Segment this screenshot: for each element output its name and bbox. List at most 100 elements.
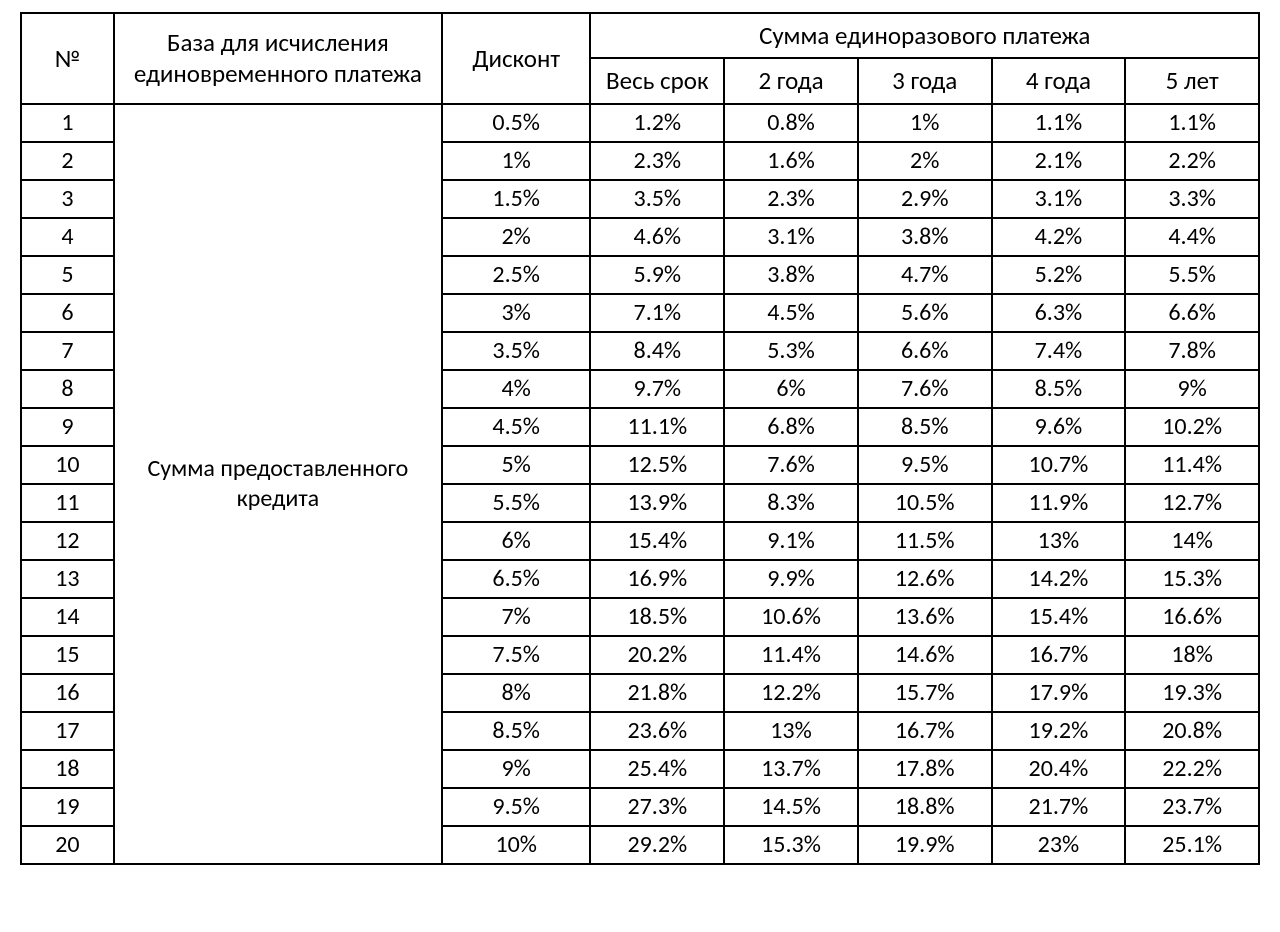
cell-payment: 11.4% <box>1125 446 1259 484</box>
cell-payment: 19.9% <box>858 826 992 864</box>
col-header-period-2y: 2 года <box>724 58 858 103</box>
cell-payment: 15.4% <box>992 598 1126 636</box>
cell-payment: 16.7% <box>858 712 992 750</box>
cell-payment: 9.5% <box>858 446 992 484</box>
cell-payment: 10.5% <box>858 484 992 522</box>
cell-payment: 17.9% <box>992 674 1126 712</box>
cell-payment: 22.2% <box>1125 750 1259 788</box>
cell-number: 12 <box>21 522 114 560</box>
cell-payment: 16.9% <box>590 560 724 598</box>
cell-payment: 21.8% <box>590 674 724 712</box>
cell-payment: 13% <box>724 712 858 750</box>
cell-discount: 10% <box>442 826 591 864</box>
cell-number: 2 <box>21 142 114 180</box>
cell-payment: 10.2% <box>1125 408 1259 446</box>
cell-discount: 6% <box>442 522 591 560</box>
col-header-discount: Дисконт <box>442 13 591 104</box>
cell-payment: 11.5% <box>858 522 992 560</box>
cell-discount: 0.5% <box>442 104 591 142</box>
cell-discount: 9.5% <box>442 788 591 826</box>
cell-payment: 19.3% <box>1125 674 1259 712</box>
cell-payment: 4.4% <box>1125 218 1259 256</box>
cell-discount: 5.5% <box>442 484 591 522</box>
cell-payment: 20.8% <box>1125 712 1259 750</box>
cell-payment: 29.2% <box>590 826 724 864</box>
cell-number: 3 <box>21 180 114 218</box>
cell-payment: 11.4% <box>724 636 858 674</box>
cell-payment: 12.6% <box>858 560 992 598</box>
cell-payment: 15.3% <box>1125 560 1259 598</box>
cell-payment: 20.4% <box>992 750 1126 788</box>
cell-payment: 12.2% <box>724 674 858 712</box>
cell-payment: 0.8% <box>724 104 858 142</box>
cell-payment: 5.2% <box>992 256 1126 294</box>
cell-payment: 1% <box>858 104 992 142</box>
cell-payment: 16.7% <box>992 636 1126 674</box>
cell-discount: 9% <box>442 750 591 788</box>
cell-payment: 10.7% <box>992 446 1126 484</box>
cell-number: 14 <box>21 598 114 636</box>
cell-payment: 3.8% <box>858 218 992 256</box>
cell-payment: 2% <box>858 142 992 180</box>
cell-payment: 9.7% <box>590 370 724 408</box>
col-header-period-4y: 4 года <box>992 58 1126 103</box>
cell-discount: 8% <box>442 674 591 712</box>
cell-payment: 4.6% <box>590 218 724 256</box>
cell-payment: 13.7% <box>724 750 858 788</box>
cell-discount: 1.5% <box>442 180 591 218</box>
cell-number: 19 <box>21 788 114 826</box>
cell-number: 16 <box>21 674 114 712</box>
table-body: 1Сумма предоставленного кредита0.5%1.2%0… <box>21 104 1259 864</box>
cell-payment: 15.3% <box>724 826 858 864</box>
cell-payment: 23.7% <box>1125 788 1259 826</box>
cell-number: 13 <box>21 560 114 598</box>
cell-payment: 8.4% <box>590 332 724 370</box>
col-header-period-3y: 3 года <box>858 58 992 103</box>
cell-payment: 7.6% <box>858 370 992 408</box>
cell-payment: 3.5% <box>590 180 724 218</box>
cell-number: 4 <box>21 218 114 256</box>
cell-payment: 4.2% <box>992 218 1126 256</box>
cell-payment: 23.6% <box>590 712 724 750</box>
cell-payment: 2.9% <box>858 180 992 218</box>
cell-number: 20 <box>21 826 114 864</box>
cell-discount: 4% <box>442 370 591 408</box>
cell-payment: 18.5% <box>590 598 724 636</box>
cell-payment: 8.3% <box>724 484 858 522</box>
payment-table: № База для исчисления единовременного пл… <box>20 12 1260 865</box>
cell-payment: 19.2% <box>992 712 1126 750</box>
cell-payment: 9.1% <box>724 522 858 560</box>
cell-payment: 21.7% <box>992 788 1126 826</box>
cell-payment: 5.5% <box>1125 256 1259 294</box>
cell-payment: 16.6% <box>1125 598 1259 636</box>
cell-payment: 5.3% <box>724 332 858 370</box>
cell-payment: 15.4% <box>590 522 724 560</box>
cell-payment: 3.8% <box>724 256 858 294</box>
cell-discount: 8.5% <box>442 712 591 750</box>
cell-payment: 20.2% <box>590 636 724 674</box>
cell-discount: 6.5% <box>442 560 591 598</box>
cell-payment: 10.6% <box>724 598 858 636</box>
cell-payment: 7.1% <box>590 294 724 332</box>
cell-payment: 4.5% <box>724 294 858 332</box>
cell-payment: 9.9% <box>724 560 858 598</box>
cell-payment: 7.6% <box>724 446 858 484</box>
cell-payment: 13% <box>992 522 1126 560</box>
cell-payment: 11.9% <box>992 484 1126 522</box>
cell-discount: 3.5% <box>442 332 591 370</box>
cell-discount: 4.5% <box>442 408 591 446</box>
cell-payment: 6% <box>724 370 858 408</box>
cell-payment: 6.3% <box>992 294 1126 332</box>
cell-payment: 25.1% <box>1125 826 1259 864</box>
cell-payment: 7.4% <box>992 332 1126 370</box>
cell-payment: 8.5% <box>858 408 992 446</box>
cell-number: 8 <box>21 370 114 408</box>
cell-base: Сумма предоставленного кредита <box>114 104 442 864</box>
col-header-payment-group: Сумма единоразового платежа <box>590 13 1259 58</box>
cell-payment: 1.6% <box>724 142 858 180</box>
cell-number: 11 <box>21 484 114 522</box>
cell-discount: 1% <box>442 142 591 180</box>
cell-number: 9 <box>21 408 114 446</box>
cell-discount: 2% <box>442 218 591 256</box>
col-header-period-5y: 5 лет <box>1125 58 1259 103</box>
